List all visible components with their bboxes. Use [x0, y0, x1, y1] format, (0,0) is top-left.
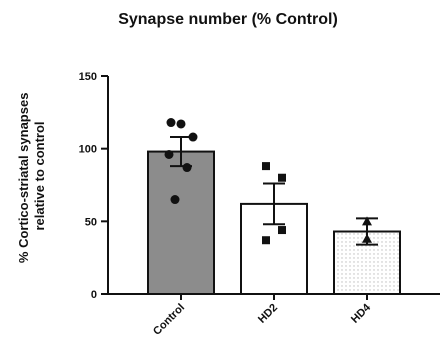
data-point-circle [166, 118, 176, 128]
bar-control [147, 150, 215, 295]
data-point-triangle [362, 233, 372, 243]
data-point-square [262, 236, 270, 245]
y-axis-label-line-2: relative to control [32, 121, 47, 230]
data-point-square [278, 226, 286, 235]
x-tick-label-control: Control [151, 302, 187, 338]
y-axis-label-line-1: % Cortico-striatal synapses [16, 93, 31, 264]
y-tick-label: 0 [91, 289, 97, 301]
plot-area: 0 50 100 150 Control HD2 HD4 [79, 71, 440, 338]
x-tick-label-hd2: HD2 [256, 302, 280, 326]
chart-title: Synapse number (% Control) [118, 11, 338, 28]
data-point-circle [188, 132, 198, 142]
y-tick-label: 50 [85, 216, 97, 228]
data-point-circle [164, 149, 174, 159]
data-point-circle [170, 195, 180, 205]
y-tick-label: 100 [79, 144, 97, 156]
data-point-circle [182, 163, 192, 173]
data-point-circle [176, 119, 186, 129]
data-point-square [278, 173, 286, 182]
y-tick-label: 150 [79, 71, 97, 83]
x-tick-label-hd4: HD4 [349, 301, 374, 326]
data-point-triangle [362, 216, 372, 226]
data-point-square [262, 162, 270, 171]
y-axis-label: % Cortico-striatal synapses relative to … [16, 89, 47, 263]
